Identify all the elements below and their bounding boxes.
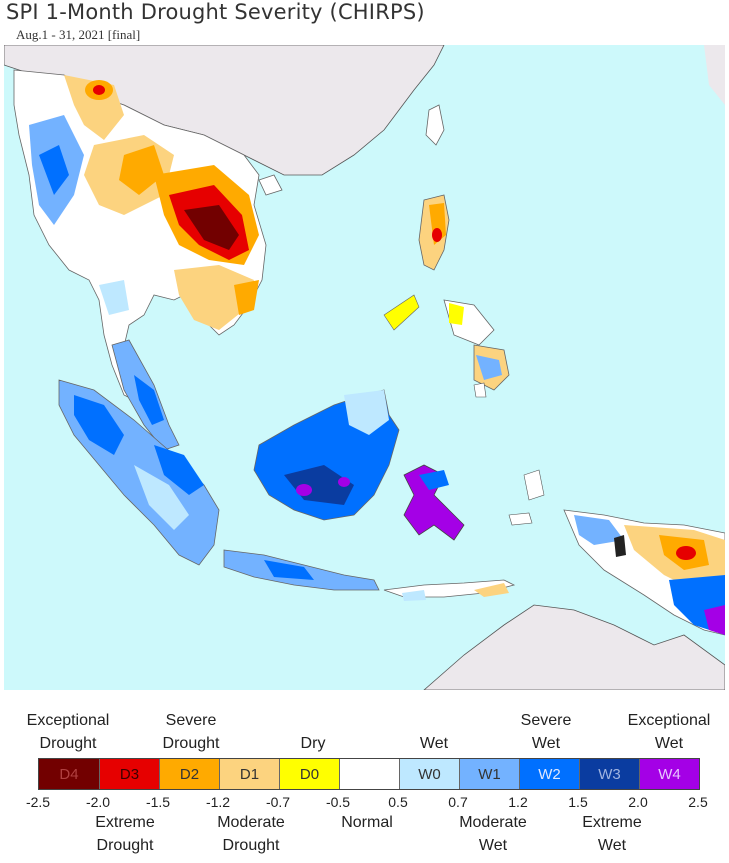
legend-top-label-line2: Wet (654, 735, 684, 752)
legend-bottom-label-line1: Normal (341, 814, 393, 831)
legend-top-label: Wet (420, 709, 448, 755)
lesser-sunda-wet (402, 590, 426, 601)
legend-bottom-label-line1: Moderate (459, 814, 527, 831)
legend-swatch-w4: W4 (639, 759, 699, 789)
legend-bottom-label: Extreme Drought (95, 811, 155, 857)
legend-swatch-w3: W3 (579, 759, 639, 789)
legend-swatch-d1: D1 (219, 759, 279, 789)
legend-top-label: Severe Drought (163, 709, 220, 755)
java-wet-core (264, 560, 314, 580)
legend-bottom-label-line1: Extreme (95, 814, 155, 831)
hainan (258, 174, 283, 196)
legend-swatch-w2: W2 (519, 759, 579, 789)
legend-top-label-line1: Severe (520, 712, 572, 729)
luzon-extreme-spot (432, 228, 442, 242)
seram-island (508, 512, 533, 526)
small-island (614, 535, 626, 557)
legend-bottom-label-line2: Wet (597, 837, 627, 854)
legend-top-label-line1 (301, 709, 326, 732)
legend-tick: 1.2 (508, 794, 528, 810)
legend-swatch-normal (339, 759, 399, 789)
legend-tick: -2.0 (85, 794, 111, 810)
legend-bottom-label-line2: Wet (478, 837, 508, 854)
legend-bottom-label: Moderate Wet (459, 811, 527, 857)
legend-swatch-d4: D4 (39, 759, 99, 789)
legend-swatch-d0: D0 (279, 759, 339, 789)
legend-top-label-line1: Exceptional (26, 712, 110, 729)
legend-swatch-w0: W0 (399, 759, 459, 789)
borneo-north-light-wet (344, 390, 389, 435)
legend-swatch-d2: D2 (159, 759, 219, 789)
myanmar-north-extreme (93, 85, 105, 95)
legend-top-label: Dry (301, 709, 326, 755)
sumatra-south-light-wet (134, 465, 189, 530)
thailand-west-wet (99, 280, 129, 315)
legend-top-label: Severe Wet (521, 709, 572, 755)
legend-tick: -1.2 (205, 794, 231, 810)
legend-top-label-line2: Wet (531, 735, 561, 752)
legend-top-label: Exceptional Wet (628, 709, 711, 755)
legend-swatch-w1: W1 (459, 759, 519, 789)
legend-bottom-label-line2: Drought (96, 837, 154, 854)
central-band-severe (119, 145, 164, 195)
map-title: SPI 1-Month Drought Severity (CHIRPS) (6, 0, 425, 24)
cambodia-dry (174, 265, 254, 330)
legend-top-label-line1: Exceptional (627, 712, 711, 729)
legend-bottom-label-line1: Extreme (582, 814, 642, 831)
legend-top-label-line1 (420, 709, 448, 732)
legend-top-label: Exceptional Drought (27, 709, 110, 755)
legend-tick: -0.5 (325, 794, 351, 810)
map-subtitle: Aug.1 - 31, 2021 [final] (16, 27, 141, 42)
sulawesi-north-wet (419, 470, 449, 490)
visayas-dry (449, 303, 464, 325)
new-guinea-extreme (676, 546, 696, 560)
legend-color-bar: D4 D3 D2 D1 D0 W0 W1 W2 W3 W4 (38, 758, 700, 790)
legend: Exceptional Drought Severe Drought Dry Wet S… (0, 700, 729, 863)
sangihe-island (473, 382, 487, 398)
mindanao-wet (476, 355, 502, 380)
timor-dry (474, 583, 509, 597)
legend-tick: 2.0 (628, 794, 648, 810)
legend-tick: 0.7 (448, 794, 468, 810)
legend-tick: 1.5 (568, 794, 588, 810)
legend-top-label-line2: Drought (39, 735, 97, 752)
malay-peninsula-wet-core (134, 375, 164, 425)
legend-swatch-d3: D3 (99, 759, 159, 789)
drought-map-svg (4, 45, 725, 690)
drought-map (4, 45, 725, 690)
legend-bottom-label: Extreme Wet (582, 811, 642, 857)
legend-top-label-line2: Wet (419, 735, 449, 752)
legend-tick: 0.5 (388, 794, 408, 810)
legend-bottom-label: Normal (341, 811, 393, 834)
borneo-exceptional-wet-spot (296, 484, 312, 496)
legend-tick: -2.5 (25, 794, 51, 810)
new-guinea-exceptional-wet (704, 605, 725, 635)
legend-bottom-label-line2: Drought (222, 837, 280, 854)
sumatra-central-wet (154, 445, 204, 495)
legend-top-label-line2: Drought (162, 735, 220, 752)
legend-tick: 2.5 (688, 794, 708, 810)
myanmar-west-wet-core (39, 145, 69, 195)
palawan (383, 294, 420, 331)
australia-landmass (423, 604, 725, 690)
legend-tick: -0.7 (265, 794, 291, 810)
legend-bottom-label: Moderate Drought (217, 811, 285, 857)
taiwan (425, 104, 445, 146)
legend-bottom-label-line1: Moderate (217, 814, 285, 831)
legend-top-label-line1: Severe (165, 712, 217, 729)
vietnam-south-severe (234, 280, 259, 315)
maluku-island (523, 469, 545, 501)
legend-top-label-line2: Dry (300, 735, 326, 752)
legend-tick: -1.5 (145, 794, 171, 810)
sumatra-north-wet (74, 395, 124, 455)
new-guinea-west-wet (574, 515, 624, 545)
pacific-land (704, 45, 725, 105)
borneo-exceptional-wet-spot-2 (338, 477, 350, 487)
laos-exceptional (184, 205, 239, 250)
